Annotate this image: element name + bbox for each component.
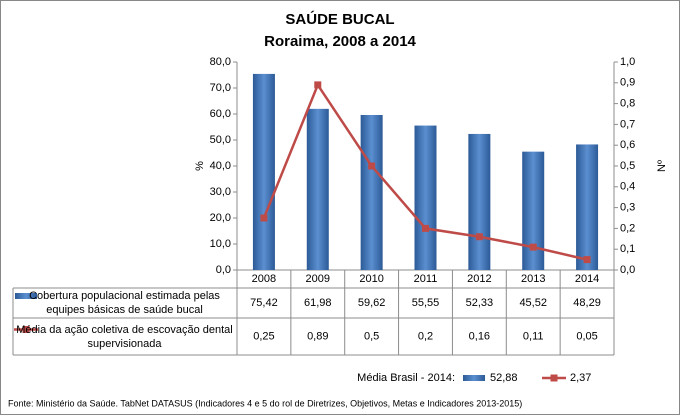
x-tick-label: 2009 [306,273,330,285]
y-tick-label: 80,0 [210,56,231,68]
table-cell: 0,2 [418,330,433,342]
bar [468,133,491,270]
chart-title: SAÚDE BUCAL [285,10,394,28]
table-cell: 61,98 [304,297,332,309]
y2-tick-label: 0,8 [620,98,635,110]
line-marker [529,243,537,251]
line-marker [475,233,483,241]
table-cell: 0,25 [253,330,274,342]
line-marker [583,256,591,264]
table-cell: 0,5 [364,330,379,342]
y-tick-label: 30,0 [210,186,231,198]
table-cell: 45,52 [519,297,547,309]
legend-swatch [463,375,485,381]
y2-tick-label: 0,0 [620,264,635,276]
table-cell: 52,33 [466,297,494,309]
y2-tick-label: 0,3 [620,202,635,214]
bar [306,108,329,271]
y-tick-label: 70,0 [210,82,231,94]
y2-tick-label: 1,0 [620,56,635,68]
line-marker [422,224,429,232]
y2-tick-label: 0,2 [620,222,635,234]
bar [522,151,545,270]
table-cell: 0,89 [307,330,328,342]
line-marker [314,81,322,89]
y-axis-label: % [194,161,206,171]
legend-label: Cobertura populacional estimada pelas eq… [29,290,220,316]
legend-marker [22,326,30,333]
table-cell: 0,16 [469,330,490,342]
source: Fonte: Ministério da Saúde. TabNet DATAS… [8,398,522,408]
x-tick-label: 2010 [359,273,383,285]
x-tick-label: 2013 [521,273,545,285]
bar [252,73,275,271]
y2-tick-label: 0,6 [620,139,635,151]
table-cell: 48,29 [573,297,601,309]
y2-tick-label: 0,7 [620,118,635,130]
y-tick-label: 40,0 [210,160,231,172]
y2-tick-label: 0,5 [620,160,635,172]
y2-tick-label: 0,9 [620,77,635,89]
bar [360,114,383,270]
x-tick-label: 2008 [252,273,276,285]
x-tick-label: 2012 [467,273,491,285]
average-label: Média Brasil - 2014: [357,372,455,384]
y2-tick-label: 0,4 [620,181,635,193]
x-tick-label: 2011 [414,273,438,285]
y-tick-label: 60,0 [210,108,231,120]
table-cell: 55,55 [412,297,440,309]
average-value: 52,88 [490,372,518,384]
y-tick-label: 0,0 [216,264,231,276]
bar [576,144,599,270]
average-value: 2,37 [570,372,591,384]
line-marker [260,214,268,222]
table-cell: 75,42 [250,297,278,309]
bar [414,125,437,270]
legend-swatch [15,293,37,299]
y2-axis-label: Nº [656,160,668,172]
y2-tick-label: 0,1 [620,243,635,255]
legend-marker [550,374,558,382]
line-marker [368,162,376,170]
x-tick-label: 2014 [575,273,599,285]
table-cell: 0,05 [576,330,597,342]
table-cell: 0,11 [523,330,544,342]
y-tick-label: 20,0 [210,212,231,224]
y-tick-label: 10,0 [210,238,231,250]
chart-subtitle: Roraima, 2008 a 2014 [264,33,416,50]
legend-label: Média da ação coletiva de escovação dent… [16,323,233,350]
y-tick-label: 50,0 [210,134,231,146]
table-cell: 59,62 [358,297,386,309]
